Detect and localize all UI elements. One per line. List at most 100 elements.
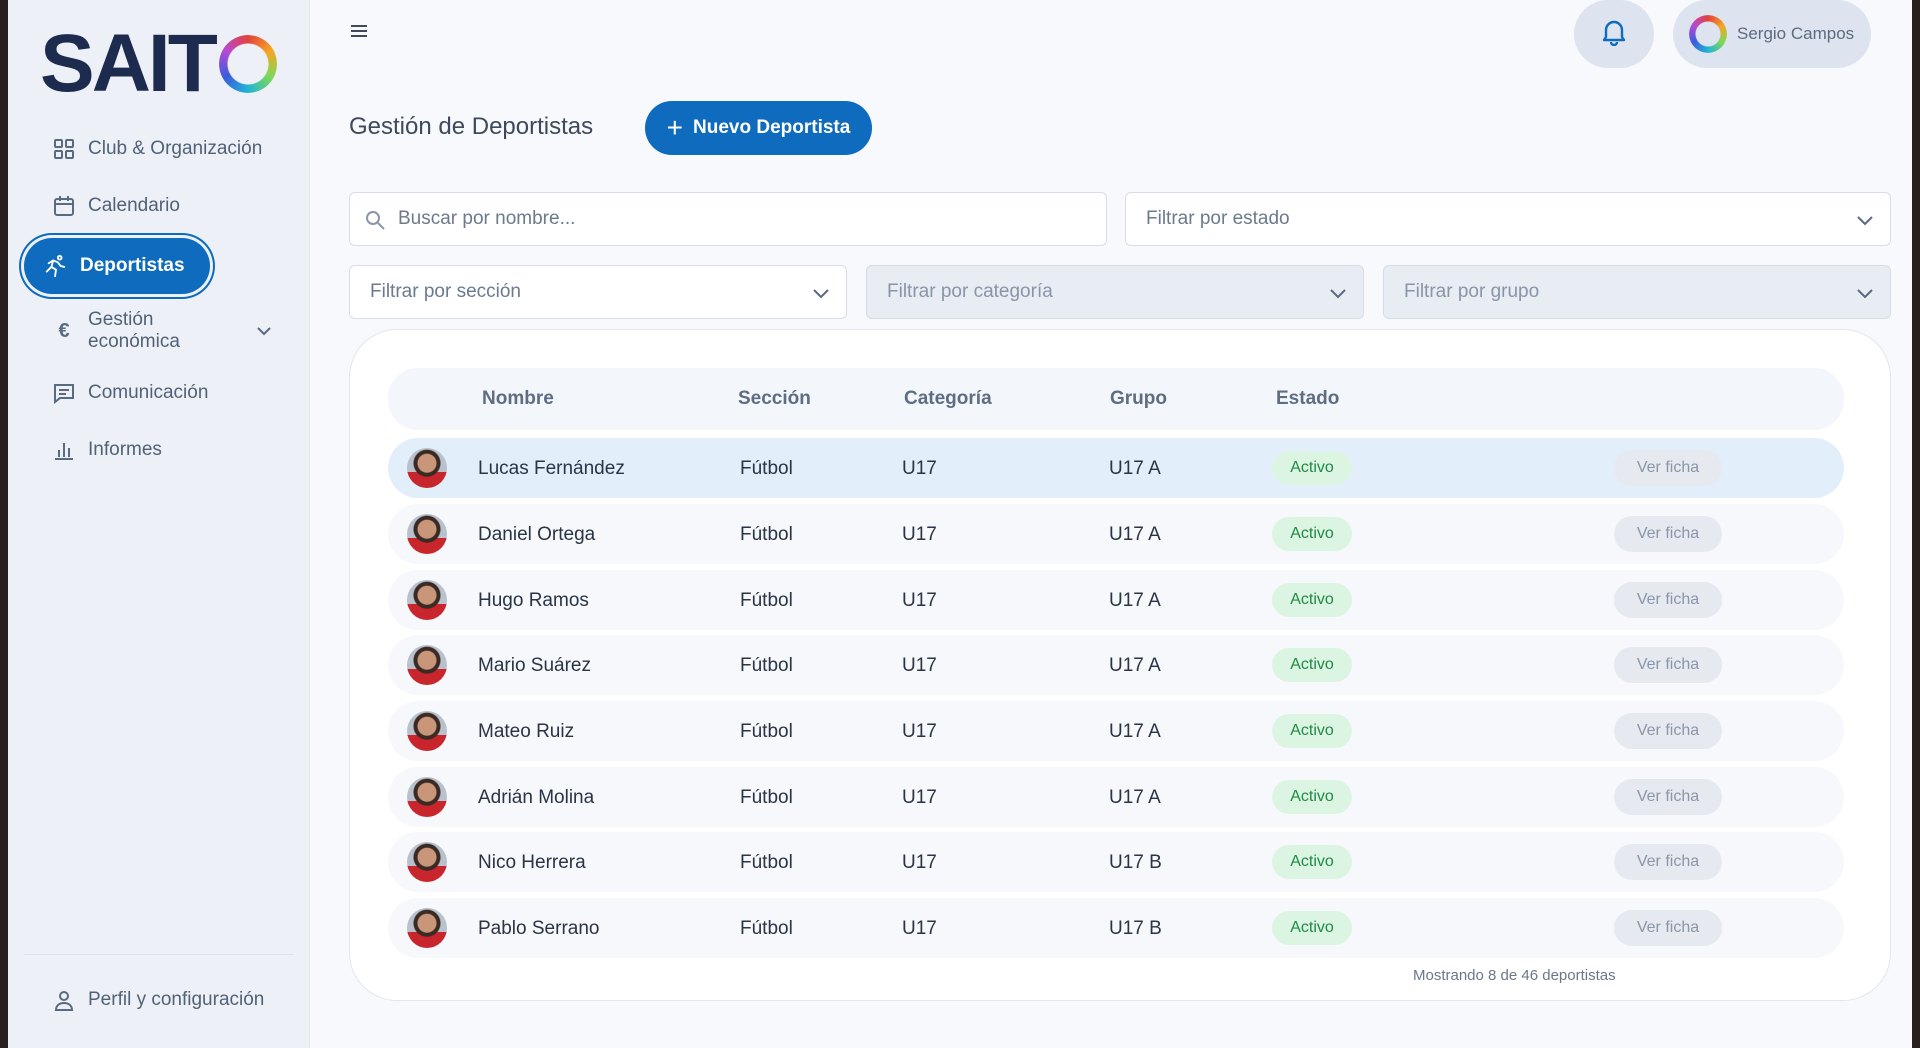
row-grupo: U17 A (1109, 524, 1161, 545)
pagination-summary: Mostrando 8 de 46 deportistas (1413, 967, 1616, 984)
row-grupo: U17 A (1109, 655, 1161, 676)
row-seccion: Fútbol (740, 918, 793, 939)
logo-text: SAIT (40, 18, 218, 109)
bell-icon (1601, 18, 1627, 51)
table-row[interactable]: Lucas Fernández Fútbol U17 U17 A Activo … (388, 438, 1844, 498)
app-window: SAIT Club & Organización Calendario Depo… (8, 0, 1912, 1048)
estado-select[interactable]: Filtrar por estado (1125, 192, 1891, 246)
row-categoria: U17 (902, 852, 937, 873)
sidebar-item-perfil[interactable]: Perfil y configuración (24, 975, 294, 1025)
row-categoria: U17 (902, 655, 937, 676)
avatar (407, 842, 447, 882)
seccion-select[interactable]: Filtrar por sección (349, 265, 847, 319)
chevron-down-icon (1327, 282, 1349, 310)
avatar (407, 908, 447, 948)
ver-ficha-button[interactable]: Ver ficha (1614, 582, 1722, 618)
row-grupo: U17 B (1109, 918, 1162, 939)
table-row[interactable]: Hugo Ramos Fútbol U17 U17 A Activo Ver f… (388, 570, 1844, 630)
table-row[interactable]: Nico Herrera Fútbol U17 U17 B Activo Ver… (388, 832, 1844, 892)
categoria-select[interactable]: Filtrar por categoría (866, 265, 1364, 319)
table-row[interactable]: Adrián Molina Fútbol U17 U17 A Activo Ve… (388, 767, 1844, 827)
sidebar-item-gestion-economica[interactable]: € Gestión económica (24, 301, 294, 361)
sidebar-divider (24, 954, 294, 955)
sidebar-item-deportistas[interactable]: Deportistas (24, 238, 210, 294)
row-categoria: U17 (902, 721, 937, 742)
ver-ficha-button[interactable]: Ver ficha (1614, 910, 1722, 946)
ver-ficha-button[interactable]: Ver ficha (1614, 713, 1722, 749)
row-categoria: U17 (902, 524, 937, 545)
table-row[interactable]: Pablo Serrano Fútbol U17 U17 B Activo Ve… (388, 898, 1844, 958)
row-seccion: Fútbol (740, 655, 793, 676)
column-header-grupo[interactable]: Grupo (1110, 388, 1167, 409)
status-badge: Activo (1272, 780, 1352, 814)
ver-ficha-button[interactable]: Ver ficha (1614, 647, 1722, 683)
sidebar-item-club[interactable]: Club & Organización (24, 124, 294, 174)
sidebar-item-label: Club & Organización (88, 138, 263, 159)
search-icon (364, 209, 386, 237)
row-seccion: Fútbol (740, 590, 793, 611)
ver-ficha-button[interactable]: Ver ficha (1614, 450, 1722, 486)
seccion-placeholder: Filtrar por sección (370, 281, 521, 302)
sidebar-item-label: Perfil y configuración (88, 989, 265, 1010)
row-grupo: U17 A (1109, 590, 1161, 611)
row-grupo: U17 A (1109, 787, 1161, 808)
status-badge: Activo (1272, 583, 1352, 617)
avatar (1689, 15, 1727, 53)
ver-ficha-button[interactable]: Ver ficha (1614, 779, 1722, 815)
chevron-down-icon[interactable] (254, 321, 274, 347)
row-nombre: Pablo Serrano (478, 918, 600, 939)
sidebar: SAIT Club & Organización Calendario Depo… (8, 0, 310, 1048)
column-header-estado[interactable]: Estado (1276, 388, 1340, 409)
sidebar-item-label: Informes (88, 439, 162, 460)
search-placeholder: Buscar por nombre... (398, 208, 576, 229)
categoria-placeholder: Filtrar por categoría (887, 281, 1053, 302)
new-athlete-button[interactable]: + Nuevo Deportista (645, 101, 872, 155)
row-categoria: U17 (902, 590, 937, 611)
logo-ring-icon (218, 35, 277, 93)
chevron-down-icon (810, 282, 832, 310)
menu-icon[interactable] (348, 20, 372, 44)
runner-icon (44, 254, 68, 278)
row-categoria: U17 (902, 458, 937, 479)
ver-ficha-button[interactable]: Ver ficha (1614, 516, 1722, 552)
user-menu[interactable]: Sergio Campos (1673, 0, 1871, 68)
row-nombre: Lucas Fernández (478, 458, 625, 479)
plus-icon: + (666, 112, 684, 143)
column-header-categoria[interactable]: Categoría (904, 388, 992, 409)
grupo-select[interactable]: Filtrar por grupo (1383, 265, 1891, 319)
user-name: Sergio Campos (1737, 24, 1855, 43)
avatar (407, 777, 447, 817)
page-title: Gestión de Deportistas (349, 113, 594, 140)
sidebar-item-calendario[interactable]: Calendario (24, 181, 294, 231)
row-grupo: U17 A (1109, 721, 1161, 742)
column-header-seccion[interactable]: Sección (738, 388, 811, 409)
sidebar-item-comunicacion[interactable]: Comunicación (24, 368, 294, 418)
status-badge: Activo (1272, 517, 1352, 551)
sidebar-nav: Club & Organización Calendario Deportist… (24, 124, 294, 482)
status-badge: Activo (1272, 451, 1352, 485)
row-seccion: Fútbol (740, 787, 793, 808)
search-input[interactable]: Buscar por nombre... (349, 192, 1107, 246)
status-badge: Activo (1272, 845, 1352, 879)
sidebar-item-informes[interactable]: Informes (24, 425, 294, 475)
row-nombre: Mario Suárez (478, 655, 591, 676)
avatar (407, 514, 447, 554)
avatar (407, 448, 447, 488)
row-seccion: Fútbol (740, 458, 793, 479)
grid-icon (52, 137, 76, 161)
column-header-nombre[interactable]: Nombre (482, 388, 554, 409)
athletes-table-card: Nombre Sección Categoría Grupo Estado Lu… (349, 329, 1891, 1001)
table-row[interactable]: Mario Suárez Fútbol U17 U17 A Activo Ver… (388, 635, 1844, 695)
ver-ficha-button[interactable]: Ver ficha (1614, 844, 1722, 880)
table-row[interactable]: Daniel Ortega Fútbol U17 U17 A Activo Ve… (388, 504, 1844, 564)
row-nombre: Adrián Molina (478, 787, 595, 808)
row-nombre: Daniel Ortega (478, 524, 596, 545)
table-row[interactable]: Mateo Ruiz Fútbol U17 U17 A Activo Ver f… (388, 701, 1844, 761)
sidebar-item-label: Comunicación (88, 382, 209, 403)
sidebar-item-label: Calendario (88, 195, 180, 216)
avatar (407, 645, 447, 685)
notifications-button[interactable] (1574, 0, 1654, 68)
saito-logo[interactable]: SAIT (40, 23, 277, 105)
row-seccion: Fútbol (740, 524, 793, 545)
avatar (407, 711, 447, 751)
